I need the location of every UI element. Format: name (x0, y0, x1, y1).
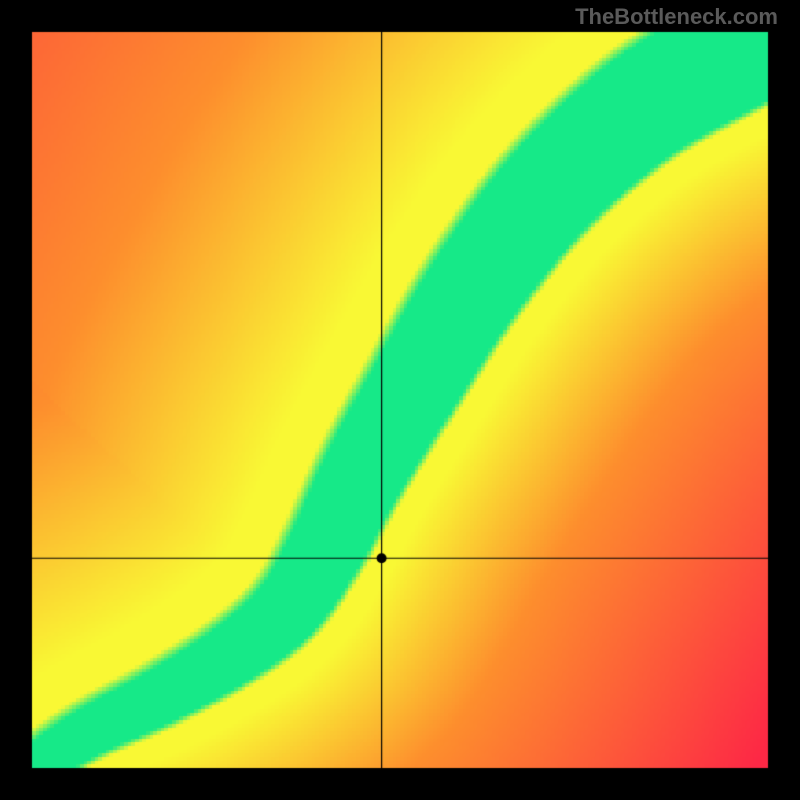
bottleneck-heatmap (0, 0, 800, 800)
chart-container: TheBottleneck.com (0, 0, 800, 800)
watermark-text: TheBottleneck.com (575, 4, 778, 30)
